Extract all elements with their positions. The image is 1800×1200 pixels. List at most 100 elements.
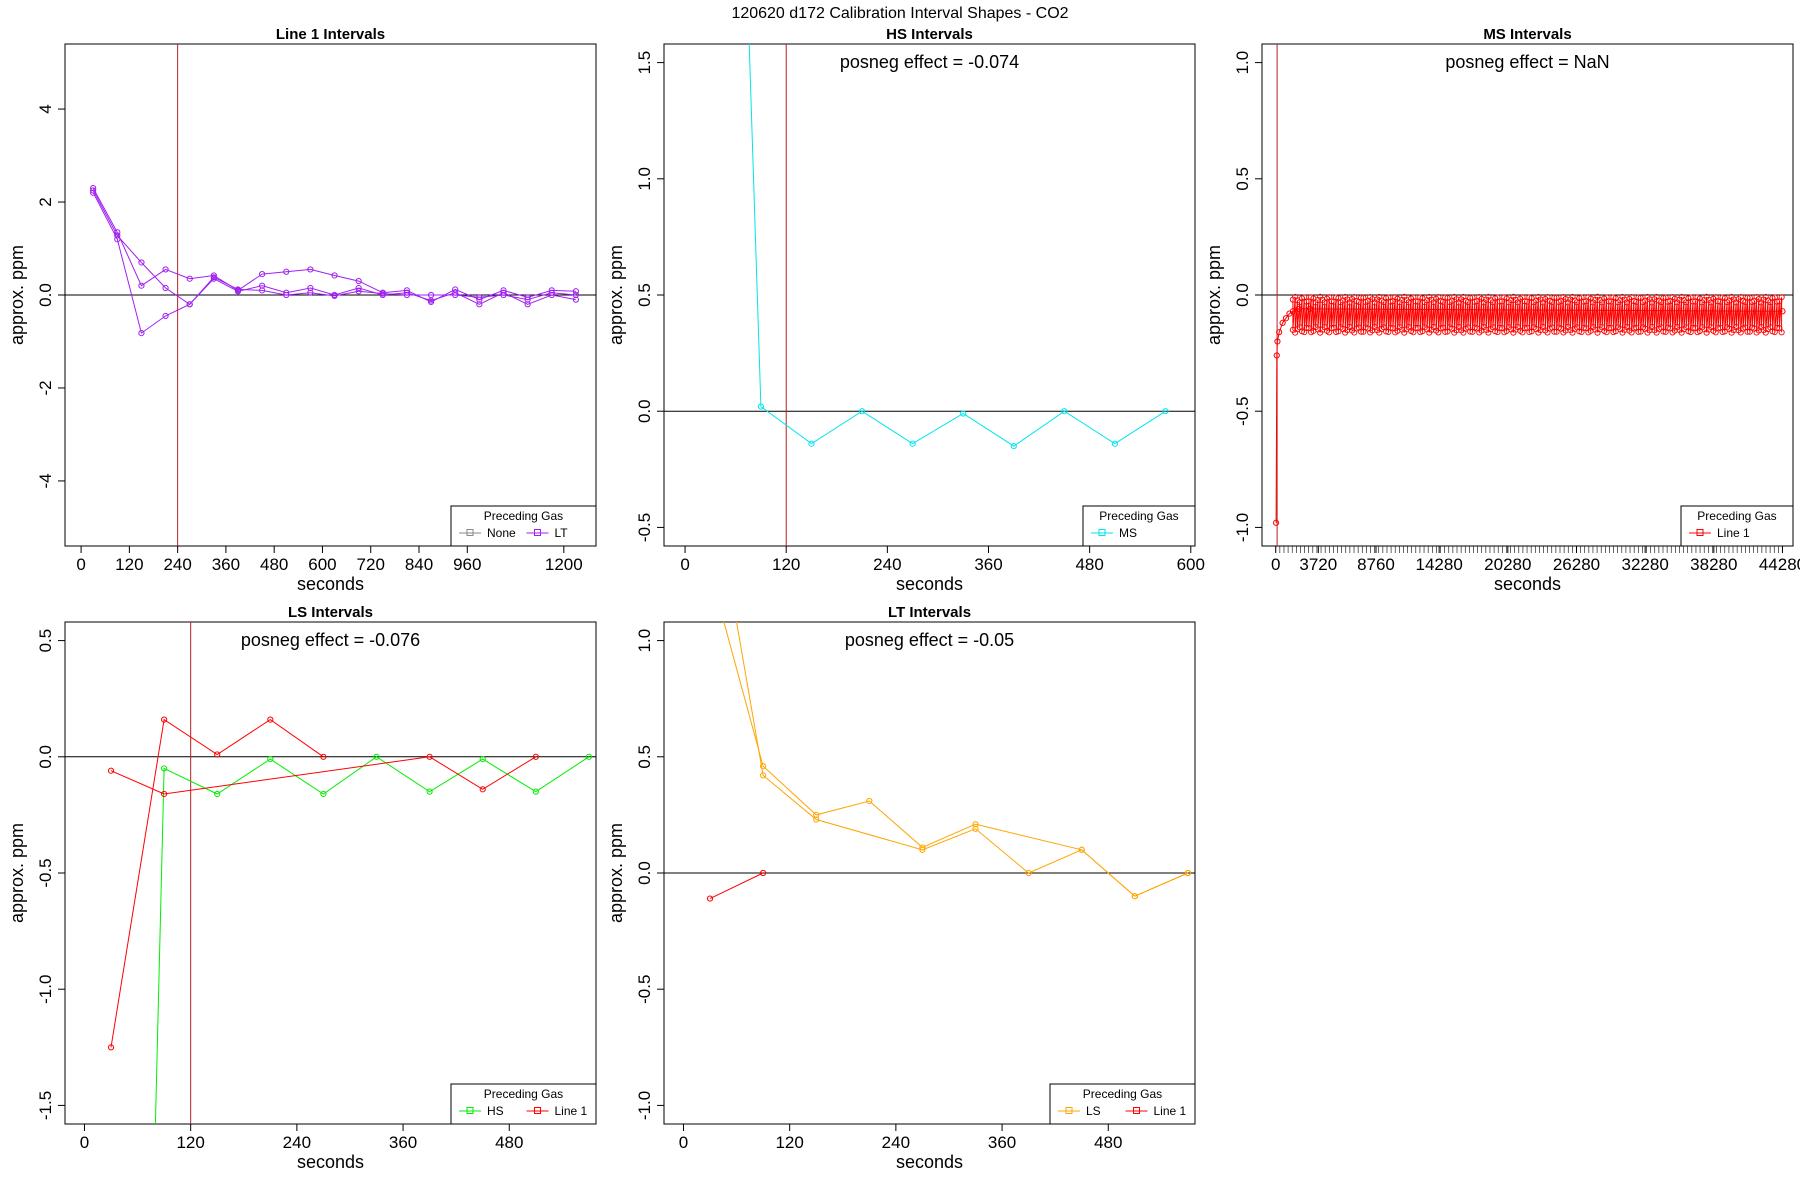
x-tick-label: 0 [1271, 555, 1280, 574]
x-tick-label: 120 [176, 1133, 204, 1152]
x-tick-label: 120 [115, 555, 143, 574]
x-tick-label: 360 [988, 1133, 1016, 1152]
data-point [162, 284, 169, 292]
y-tick-label: 0.5 [1233, 167, 1252, 191]
series-line [748, 44, 1166, 447]
plot-title: Line 1 Intervals [276, 26, 385, 43]
data-point [1412, 325, 1419, 332]
data-point [234, 288, 242, 295]
legend-title: Preceding Gas [484, 509, 563, 523]
y-tick-label: -1.5 [36, 1091, 55, 1120]
data-point [1521, 325, 1528, 332]
data-point [757, 403, 765, 410]
legend-box [1049, 1083, 1196, 1125]
data-point [1467, 328, 1474, 335]
series-ms [748, 44, 1169, 450]
x-tick-label: 0 [76, 555, 85, 574]
data-point [1276, 329, 1283, 336]
x-tick-label: 600 [1177, 555, 1205, 574]
y-axis-label: approx. ppm [1204, 245, 1224, 345]
data-point [90, 187, 97, 194]
series-line-1 [706, 869, 767, 902]
legend-swatch-marker [1133, 1107, 1140, 1114]
data-point [267, 716, 274, 723]
y-tick-label: -1.0 [36, 975, 55, 1004]
legend-label: LS [1086, 1104, 1101, 1118]
x-tick-label: 3720 [1299, 555, 1337, 574]
data-point [1521, 298, 1528, 305]
x-axis: 0 120 240 360 480 600 [680, 546, 1205, 574]
y-axis-label: approx. ppm [606, 245, 626, 345]
data-point [1387, 298, 1394, 305]
y-tick-label: 1.0 [635, 167, 654, 191]
y-tick-label: 0.0 [1233, 283, 1252, 307]
x-axis-label: seconds [896, 1152, 963, 1172]
data-point [760, 772, 767, 779]
data-point [1111, 440, 1119, 447]
data-point [909, 440, 916, 447]
data-point [426, 753, 433, 760]
y-tick-label: 0.0 [635, 861, 654, 885]
y-tick-label: -2 [36, 380, 55, 395]
x-tick-label: 720 [357, 555, 385, 574]
data-point [1274, 338, 1281, 345]
legend-entry: LT [526, 526, 568, 540]
legend-label: Line 1 [1154, 1104, 1187, 1118]
data-point [1078, 846, 1085, 853]
x-tick-label: 38280 [1690, 555, 1737, 574]
series-line [110, 756, 537, 795]
data-point [972, 825, 979, 832]
series-lt-b [90, 189, 579, 337]
x-tick-label: 600 [308, 555, 336, 574]
data-point [161, 716, 168, 723]
y-axis-label: approx. ppm [606, 823, 626, 923]
x-tick-label: 0 [679, 1133, 688, 1152]
y-axis-label: approx. ppm [7, 245, 27, 345]
series-line [92, 190, 576, 305]
legend: Preceding Gas Line 1 [1680, 505, 1794, 547]
data-point [532, 753, 539, 760]
y-tick-label: -0.5 [635, 513, 654, 542]
x-axis: 0 120 240 360 480 600 720 840 960 1200 [76, 546, 583, 574]
data-point [138, 330, 145, 337]
y-axis: -4 -2 0.0 2 4 [36, 104, 65, 488]
data-point [1714, 298, 1722, 305]
y-tick-label: -0.5 [36, 858, 55, 887]
data-point [427, 291, 435, 299]
series-line [709, 872, 764, 900]
x-tick-label: 360 [212, 555, 240, 574]
data-point [1778, 294, 1785, 301]
y-tick-label: 1.0 [635, 629, 654, 653]
legend-swatch-marker [1065, 1107, 1073, 1114]
series-lt-c [90, 187, 579, 308]
data-point [114, 236, 121, 243]
legend-swatch-marker [1098, 529, 1106, 536]
data-point [1303, 298, 1310, 305]
series-line [154, 756, 590, 1124]
data-point [210, 272, 217, 279]
data-point [259, 270, 266, 278]
data-point [1774, 298, 1781, 305]
data-point [1635, 328, 1642, 335]
data-point [1328, 325, 1335, 332]
y-tick-label: 0.0 [635, 399, 654, 423]
series-line [1275, 308, 1783, 523]
plot-p3: MS Intervals 0 3720 8760 14280 20280 26280 3228… [1204, 26, 1800, 594]
data-point [186, 275, 193, 282]
data-point [1061, 408, 1068, 415]
legend-entry: LS [1058, 1104, 1101, 1118]
x-tick-label: 240 [882, 1133, 910, 1152]
y-tick-label: 0.5 [635, 745, 654, 769]
legend-box [450, 1083, 597, 1125]
data-point [214, 751, 221, 758]
y-tick-label: 0.5 [36, 629, 55, 653]
data-point [1025, 869, 1032, 877]
data-point [259, 287, 266, 294]
series-line [92, 187, 576, 303]
data-point [1273, 352, 1280, 359]
data-point [1387, 324, 1394, 331]
data-point [524, 301, 531, 308]
series-line [92, 192, 576, 334]
data-point [1358, 328, 1365, 335]
